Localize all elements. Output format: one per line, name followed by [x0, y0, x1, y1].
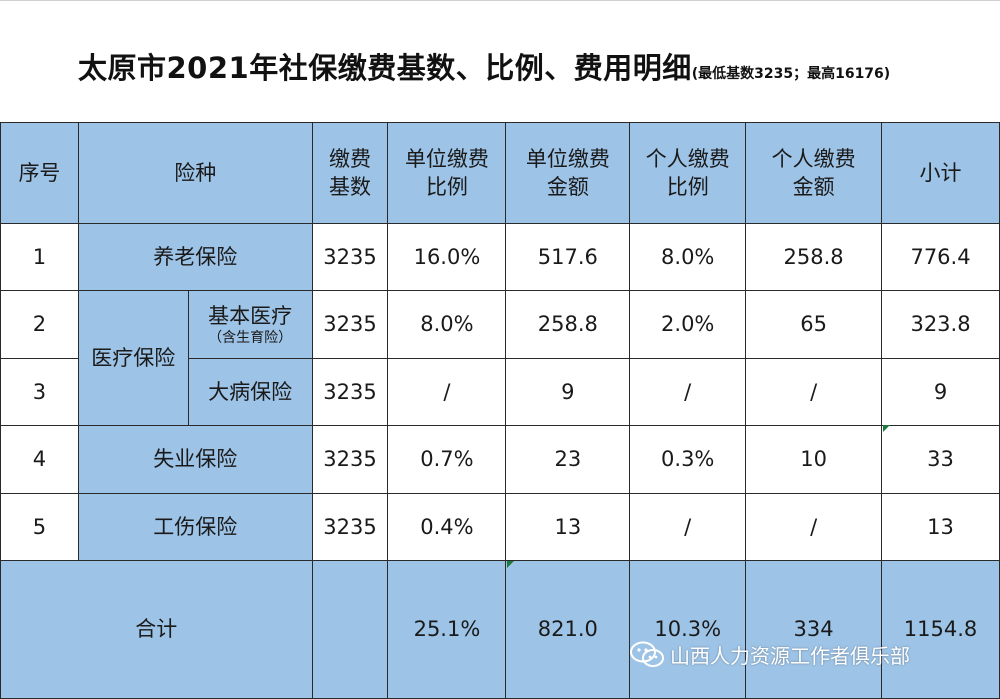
cell-unit-ratio: 8.0%: [387, 290, 507, 359]
cell-base: 3235: [311, 358, 389, 426]
cell-note: （含生育险）: [208, 330, 293, 347]
cell-subtotal: 323.8: [881, 290, 1000, 359]
cell-seq: 5: [0, 493, 79, 561]
cell-total-base: [311, 560, 389, 699]
cell-insurance-name: 失业保险: [77, 425, 313, 494]
cell-insurance-name: 工伤保险: [77, 493, 313, 561]
table-row: 4 失业保险 3235 0.7% 23 0.3% 10 33: [0, 425, 1000, 494]
cell-insurance-name: 养老保险: [77, 223, 313, 291]
page-title: 太原市2021年社保缴费基数、比例、费用明细(最低基数3235；最高16176): [78, 45, 890, 87]
cell-seq: 1: [0, 223, 79, 291]
cell-base: 3235: [311, 290, 389, 359]
cell-total-label: 合计: [0, 560, 313, 699]
watermark-text: 山西人力资源工作者俱乐部: [670, 644, 910, 668]
cell-unit-amount: 258.8: [505, 290, 631, 359]
cell-total-unit-amount: 821.0: [505, 560, 631, 699]
cell-base: 3235: [311, 425, 389, 494]
cell-unit-ratio: 0.4%: [387, 493, 507, 561]
cell-personal-ratio: 8.0%: [629, 223, 747, 291]
cell-unit-amount: 517.6: [505, 223, 631, 291]
cell-seq: 4: [0, 425, 79, 494]
table-row: 1 养老保险 3235 16.0% 517.6 8.0% 258.8 776.4: [0, 223, 1000, 291]
header-seq: 序号: [0, 122, 79, 224]
cell-basic-medical: 基本医疗: [208, 303, 293, 328]
cell-unit-ratio: /: [387, 358, 507, 426]
cell-personal-ratio: /: [629, 493, 747, 561]
cell-unit-amount: 9: [505, 358, 631, 426]
cell-unit-ratio: 16.0%: [387, 223, 507, 291]
table-row: 5 工伤保险 3235 0.4% 13 / / 13: [0, 493, 1000, 561]
cell-personal-ratio: /: [629, 358, 747, 426]
cell-unit-amount: 23: [505, 425, 631, 494]
cell-personal-amount: 258.8: [745, 223, 883, 291]
cell-personal-amount: 65: [745, 290, 883, 359]
table-row: 2 医疗保险 基本医疗 （含生育险） 3235 8.0% 258.8 2.0% 6…: [0, 290, 1000, 426]
cell-subtotal: 776.4: [881, 223, 1000, 291]
cell-total-personal-amount: 334: [745, 560, 883, 699]
title-area: 太原市2021年社保缴费基数、比例、费用明细(最低基数3235；最高16176): [0, 0, 1000, 122]
header-personal-amount: 个人缴费 金额: [745, 122, 883, 224]
wechat-icon: [630, 641, 664, 667]
header-type: 险种: [77, 122, 313, 224]
cell-personal-ratio: 0.3%: [629, 425, 747, 494]
watermark: 山西人力资源工作者俱乐部: [630, 640, 910, 669]
cell-unit-amount: 13: [505, 493, 631, 561]
cell-seq: 3: [0, 358, 79, 426]
cell-medical-group: 医疗保险: [77, 290, 189, 426]
cell-base: 3235: [311, 493, 389, 561]
cell-subtotal: 9: [881, 358, 1000, 426]
cell-total-subtotal: 1154.8: [881, 560, 1000, 699]
title-main: 太原市2021年社保缴费基数、比例、费用明细: [78, 51, 692, 85]
header-unit-amount: 单位缴费 金额: [505, 122, 631, 224]
total-row: 合计 25.1% 821.0 10.3% 334 1154.8: [0, 560, 1000, 699]
insurance-table: 序号 险种 缴费 基数 单位缴费 比例 单位缴费 金额 个人缴费 比例 个人缴费 金额 小…: [0, 122, 1000, 699]
title-subtitle: (最低基数3235；最高16176): [691, 66, 891, 82]
cell-subtotal: 33: [881, 425, 1000, 494]
cell-personal-amount: 10: [745, 425, 883, 494]
header-unit-ratio: 单位缴费 比例: [387, 122, 507, 224]
cell-total-personal-ratio: 10.3%: [629, 560, 747, 699]
table-row: 3 大病保险 3235 / 9 / / 9: [0, 358, 1000, 426]
cell-insurance-name: 基本医疗 （含生育险）: [187, 290, 313, 359]
cell-unit-ratio: 0.7%: [387, 425, 507, 494]
header-subtotal: 小计: [881, 122, 1000, 224]
cell-base: 3235: [311, 223, 389, 291]
cell-personal-amount: /: [745, 358, 883, 426]
cell-personal-amount: /: [745, 493, 883, 561]
cell-subtotal: 13: [881, 493, 1000, 561]
cell-seq: 2: [0, 290, 79, 359]
header-row: 序号 险种 缴费 基数 单位缴费 比例 单位缴费 金额 个人缴费 比例 个人缴费 金额 小…: [0, 122, 1000, 224]
header-base: 缴费 基数: [311, 122, 389, 224]
header-personal-ratio: 个人缴费 比例: [629, 122, 747, 224]
cell-comment-marker: [883, 425, 890, 432]
cell-insurance-name: 大病保险: [187, 358, 313, 426]
cell-personal-ratio: 2.0%: [629, 290, 747, 359]
cell-comment-marker: [507, 561, 514, 568]
cell-total-unit-ratio: 25.1%: [387, 560, 507, 699]
